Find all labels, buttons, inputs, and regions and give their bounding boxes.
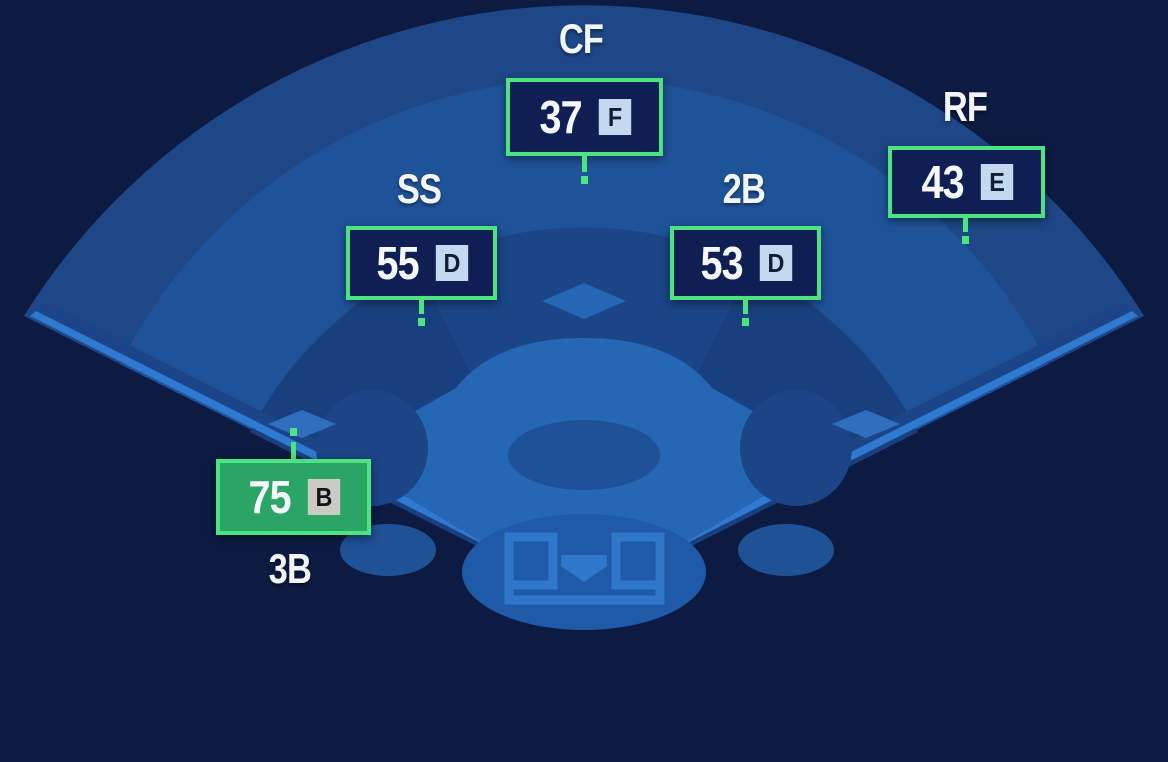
- rating-value-rf: 43: [921, 156, 964, 208]
- home-plate: [561, 555, 607, 582]
- leader-dot-ss: [418, 318, 425, 326]
- rating-chip-rf[interactable]: 43 E: [888, 146, 1045, 218]
- left-foul-line: [30, 311, 596, 598]
- rating-value-3b: 75: [248, 471, 291, 523]
- left-batters-box: [504, 532, 558, 590]
- position-label-3b: 3B: [268, 545, 312, 592]
- grade-badge-3b: B: [307, 479, 341, 515]
- rating-value-ss: 55: [376, 237, 419, 289]
- leader-line-cf: [582, 156, 587, 172]
- catchers-box: [504, 585, 665, 605]
- right-foul-line: [572, 311, 1138, 598]
- pitchers-mound: [508, 420, 660, 490]
- grade-badge-cf: F: [598, 99, 632, 135]
- rating-chip-ss[interactable]: 55 D: [346, 226, 497, 300]
- leader-line-rf: [963, 218, 968, 232]
- leader-line-3b: [291, 442, 296, 460]
- position-label-2b: 2B: [722, 165, 766, 212]
- rating-value-cf: 37: [539, 91, 582, 143]
- grade-badge-2b: D: [759, 245, 793, 281]
- leader-dot-cf: [581, 176, 588, 184]
- right-on-deck-circle: [738, 524, 834, 576]
- leader-dot-3b: [290, 428, 297, 436]
- grade-badge-ss: D: [435, 245, 469, 281]
- infield-arc-right: [740, 390, 852, 506]
- rating-chip-cf[interactable]: 37 F: [506, 78, 663, 156]
- grade-badge-rf: E: [980, 164, 1014, 200]
- third-base-bag: [268, 410, 336, 438]
- rating-value-2b: 53: [700, 237, 743, 289]
- leader-line-2b: [743, 300, 748, 314]
- second-base-bag: [542, 283, 626, 319]
- left-on-deck-circle: [340, 524, 436, 576]
- position-label-rf: RF: [942, 83, 988, 130]
- rating-chip-3b[interactable]: 75 B: [216, 459, 371, 535]
- leader-line-ss: [419, 300, 424, 314]
- rating-chip-2b[interactable]: 53 D: [670, 226, 821, 300]
- first-base-bag: [832, 410, 900, 438]
- leader-dot-2b: [742, 318, 749, 326]
- position-label-ss: SS: [396, 165, 442, 212]
- right-batters-box: [611, 532, 665, 590]
- home-plate-boxes: [504, 532, 665, 605]
- leader-dot-rf: [962, 236, 969, 244]
- position-label-cf: CF: [558, 15, 604, 62]
